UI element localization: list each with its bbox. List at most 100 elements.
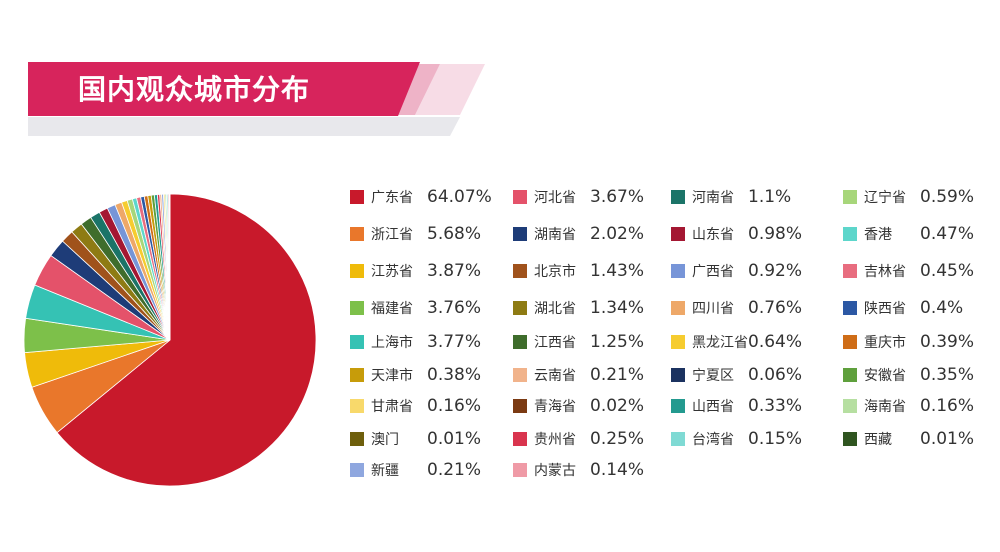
legend-label: 内蒙古: [534, 463, 576, 479]
legend-swatch: [671, 227, 685, 241]
legend-label: 江苏省: [371, 264, 413, 280]
legend-swatch: [843, 190, 857, 204]
legend-swatch: [513, 264, 527, 278]
legend-value: 1.1%: [748, 187, 792, 207]
legend-value: 0.47%: [920, 224, 975, 244]
legend-label: 重庆市: [864, 335, 906, 351]
legend-item: 江苏省 3.87%: [350, 260, 481, 282]
legend-label: 香港: [864, 227, 892, 243]
legend-swatch: [671, 399, 685, 413]
legend-swatch: [513, 190, 527, 204]
legend-item: 山东省 0.98%: [671, 223, 802, 245]
legend-label: 天津市: [371, 368, 413, 384]
legend-label: 湖南省: [534, 227, 576, 243]
legend-value: 3.77%: [427, 332, 482, 352]
legend-label: 吉林省: [864, 264, 906, 280]
legend-item: 海南省 0.16%: [843, 395, 974, 417]
legend-swatch: [843, 264, 857, 278]
legend-swatch: [671, 301, 685, 315]
legend-item: 安徽省 0.35%: [843, 364, 974, 386]
legend-swatch: [350, 432, 364, 446]
banner-shadow: [28, 117, 460, 136]
banner-stripe-light: [415, 64, 485, 115]
legend-value: 0.25%: [590, 429, 645, 449]
legend-value: 0.21%: [590, 365, 645, 385]
legend-value: 1.43%: [590, 261, 645, 281]
banner-main: [28, 62, 420, 116]
legend-value: 0.21%: [427, 460, 482, 480]
legend-value: 0.45%: [920, 261, 975, 281]
legend-label: 辽宁省: [864, 190, 906, 206]
legend-label: 广东省: [371, 190, 413, 206]
legend-value: 0.39%: [920, 332, 975, 352]
legend-label: 台湾省: [692, 432, 734, 448]
legend-value: 64.07%: [427, 187, 492, 207]
legend-label: 山东省: [692, 227, 734, 243]
legend-item: 广西省 0.92%: [671, 260, 802, 282]
legend-item: 山西省 0.33%: [671, 395, 802, 417]
legend-swatch: [671, 335, 685, 349]
legend-item: 陕西省 0.4%: [843, 297, 963, 319]
banner-shape: [28, 62, 485, 136]
legend-item: 云南省 0.21%: [513, 364, 644, 386]
legend-value: 0.02%: [590, 396, 645, 416]
legend-value: 0.06%: [748, 365, 803, 385]
legend-swatch: [350, 399, 364, 413]
legend-item: 浙江省 5.68%: [350, 223, 481, 245]
legend-item: 香港 0.47%: [843, 223, 974, 245]
legend-swatch: [350, 190, 364, 204]
legend-value: 0.15%: [748, 429, 803, 449]
legend-item: 青海省 0.02%: [513, 395, 644, 417]
legend-item: 河南省 1.1%: [671, 186, 791, 208]
legend-label: 浙江省: [371, 227, 413, 243]
legend-label: 上海市: [371, 335, 413, 351]
legend-item: 上海市 3.77%: [350, 331, 481, 353]
legend-label: 福建省: [371, 301, 413, 317]
legend-swatch: [350, 227, 364, 241]
legend-swatch: [513, 301, 527, 315]
legend-swatch: [513, 227, 527, 241]
legend-value: 0.59%: [920, 187, 975, 207]
legend-value: 0.16%: [427, 396, 482, 416]
legend-value: 3.76%: [427, 298, 482, 318]
legend-item: 福建省 3.76%: [350, 297, 481, 319]
legend-label: 云南省: [534, 368, 576, 384]
legend-value: 1.25%: [590, 332, 645, 352]
legend-label: 陕西省: [864, 301, 906, 317]
legend-swatch: [513, 399, 527, 413]
legend-value: 0.01%: [427, 429, 482, 449]
legend-value: 0.16%: [920, 396, 975, 416]
legend-label: 甘肃省: [371, 399, 413, 415]
legend-label: 澳门: [371, 432, 399, 448]
legend-item: 河北省 3.67%: [513, 186, 644, 208]
page-title: 国内观众城市分布: [78, 73, 311, 106]
legend-label: 江西省: [534, 335, 576, 351]
legend-item: 四川省 0.76%: [671, 297, 802, 319]
legend-value: 0.92%: [748, 261, 803, 281]
legend-item: 甘肃省 0.16%: [350, 395, 481, 417]
legend-item: 宁夏区 0.06%: [671, 364, 802, 386]
legend-swatch: [843, 227, 857, 241]
legend-value: 3.87%: [427, 261, 482, 281]
legend-swatch: [513, 463, 527, 477]
pie-slices: [23, 193, 317, 487]
legend-item: 重庆市 0.39%: [843, 331, 974, 353]
legend-item: 天津市 0.38%: [350, 364, 481, 386]
legend-label: 贵州省: [534, 432, 576, 448]
legend-item: 湖北省 1.34%: [513, 297, 644, 319]
legend-label: 广西省: [692, 264, 734, 280]
legend-swatch: [513, 368, 527, 382]
legend-swatch: [671, 190, 685, 204]
legend-value: 0.64%: [748, 332, 803, 352]
legend-value: 5.68%: [427, 224, 482, 244]
legend-label: 青海省: [534, 399, 576, 415]
legend-swatch: [671, 432, 685, 446]
legend-item: 江西省 1.25%: [513, 331, 644, 353]
legend-label: 安徽省: [864, 368, 906, 384]
legend-item: 贵州省 0.25%: [513, 428, 644, 450]
legend-swatch: [843, 399, 857, 413]
legend-label: 宁夏区: [692, 368, 734, 384]
legend-swatch: [350, 264, 364, 278]
legend-swatch: [843, 432, 857, 446]
